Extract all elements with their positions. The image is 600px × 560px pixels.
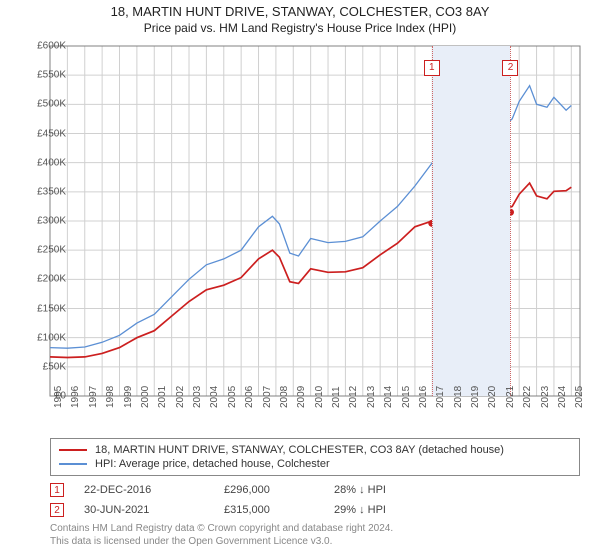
x-axis-label: 2017 [435,386,446,408]
sale-marker-small: 1 [50,483,64,497]
y-axis-label: £250K [24,245,66,256]
legend-item: HPI: Average price, detached house, Colc… [59,457,571,471]
y-axis-label: £400K [24,157,66,168]
y-axis-label: £500K [24,99,66,110]
license-line: This data is licensed under the Open Gov… [50,535,580,548]
x-axis-label: 2025 [574,386,585,408]
x-axis-label: 1996 [70,386,81,408]
x-axis-label: 2000 [140,386,151,408]
x-axis-label: 2006 [244,386,255,408]
legend: 18, MARTIN HUNT DRIVE, STANWAY, COLCHEST… [50,438,580,476]
x-axis-label: 2001 [157,386,168,408]
sale-price: £315,000 [224,504,334,516]
sale-marker-small: 2 [50,503,64,517]
sale-marker: 2 [502,60,518,76]
x-axis-label: 2020 [487,386,498,408]
sales-table: 1 22-DEC-2016£296,00028% ↓ HPI 2 30-JUN-202… [50,480,580,520]
y-axis-label: £100K [24,332,66,343]
y-axis-label: £150K [24,303,66,314]
chart-title: 18, MARTIN HUNT DRIVE, STANWAY, COLCHEST… [0,0,600,19]
x-axis-label: 2022 [522,386,533,408]
sale-date: 22-DEC-2016 [84,484,224,496]
x-axis-label: 2015 [401,386,412,408]
legend-label: HPI: Average price, detached house, Colc… [95,458,330,470]
legend-label: 18, MARTIN HUNT DRIVE, STANWAY, COLCHEST… [95,444,504,456]
x-axis-label: 2008 [279,386,290,408]
x-axis-label: 1998 [105,386,116,408]
legend-swatch [59,463,87,465]
y-axis-label: £50K [24,361,66,372]
sale-row: 2 30-JUN-2021£315,00029% ↓ HPI [50,500,580,520]
sale-vline [510,46,511,396]
x-axis-label: 2004 [209,386,220,408]
highlight-band [432,46,511,396]
sale-vline [432,46,433,396]
y-axis-label: £200K [24,274,66,285]
y-axis-label: £300K [24,216,66,227]
sale-marker: 1 [424,60,440,76]
x-axis-label: 2003 [192,386,203,408]
x-axis-label: 2016 [418,386,429,408]
x-axis-label: 2005 [227,386,238,408]
y-axis-label: £350K [24,186,66,197]
x-axis-label: 2024 [557,386,568,408]
x-axis-label: 2002 [175,386,186,408]
y-axis-label: £550K [24,70,66,81]
x-axis-label: 2019 [470,386,481,408]
x-axis-label: 2018 [453,386,464,408]
y-axis-label: £600K [24,41,66,52]
sale-pct: 29% ↓ HPI [334,504,474,516]
plot-area [50,46,580,396]
x-axis-label: 1999 [123,386,134,408]
chart-subtitle: Price paid vs. HM Land Registry's House … [0,19,600,35]
sale-row: 1 22-DEC-2016£296,00028% ↓ HPI [50,480,580,500]
license-line: Contains HM Land Registry data © Crown c… [50,522,580,535]
sale-pct: 28% ↓ HPI [334,484,474,496]
legend-swatch [59,449,87,451]
x-axis-label: 1997 [88,386,99,408]
x-axis-label: 2009 [296,386,307,408]
x-axis-label: 2023 [540,386,551,408]
y-axis-label: £450K [24,128,66,139]
x-axis-label: 2007 [262,386,273,408]
x-axis-label: 2014 [383,386,394,408]
sale-price: £296,000 [224,484,334,496]
x-axis-label: 1995 [53,386,64,408]
x-axis-label: 2012 [348,386,359,408]
x-axis-label: 2013 [366,386,377,408]
license-text: Contains HM Land Registry data © Crown c… [50,522,580,548]
x-axis-label: 2021 [505,386,516,408]
x-axis-label: 2010 [314,386,325,408]
legend-item: 18, MARTIN HUNT DRIVE, STANWAY, COLCHEST… [59,443,571,457]
x-axis-label: 2011 [331,386,342,408]
sale-date: 30-JUN-2021 [84,504,224,516]
